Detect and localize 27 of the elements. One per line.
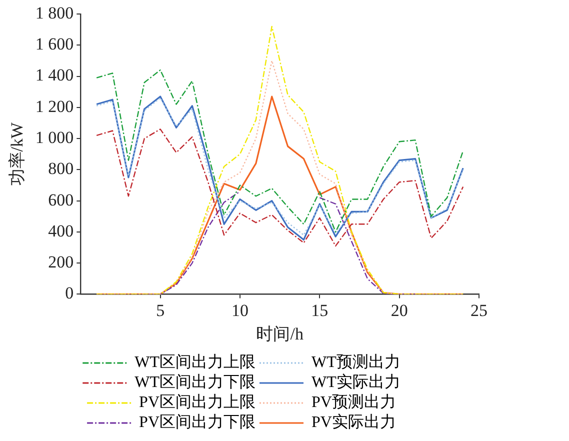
legend-label: WT预测出力	[312, 353, 400, 372]
y-tick-label: 600	[48, 190, 74, 210]
y-tick-label: 0	[65, 284, 74, 303]
line-series	[96, 128, 464, 247]
y-tick-label: 200	[48, 252, 74, 272]
legend-label: WT实际出力	[312, 373, 400, 392]
legend-label: WT区间出力下限	[134, 373, 256, 392]
legend-label: PV区间出力下限	[139, 413, 256, 432]
line-series	[96, 69, 464, 233]
x-tick-label: 5	[156, 300, 165, 320]
y-tick-label: 1 000	[35, 128, 74, 147]
legend-label: PV预测出力	[312, 393, 396, 412]
y-tick-label: 800	[48, 159, 74, 178]
legend-label: PV区间出力上限	[139, 393, 256, 412]
y-tick-label: 1 800	[35, 3, 74, 22]
x-tick-label: 20	[390, 300, 408, 320]
x-tick-label: 25	[470, 300, 488, 320]
y-axis-title: 功率/kW	[8, 122, 27, 186]
y-tick-label: 1 400	[35, 66, 74, 85]
x-tick-label: 10	[231, 300, 248, 320]
legend-label: WT区间出力上限	[134, 353, 256, 372]
legend-label: PV实际出力	[312, 413, 396, 432]
x-tick-label: 15	[311, 300, 328, 320]
y-tick-label: 1 600	[35, 34, 74, 54]
y-tick-label: 400	[48, 221, 74, 240]
x-axis-title: 时间/h	[256, 324, 304, 344]
y-tick-label: 1 200	[35, 96, 74, 116]
